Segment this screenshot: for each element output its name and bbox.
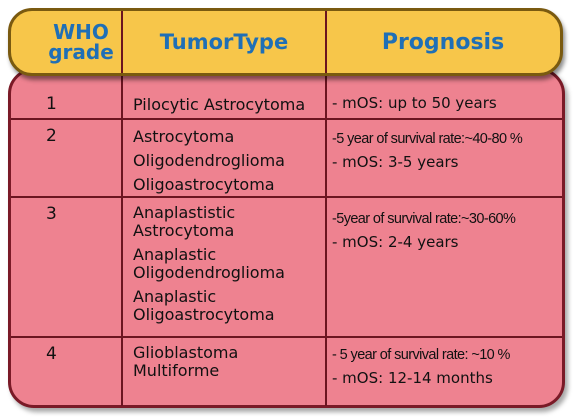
row3-type-1: Anaplastistic [133, 203, 236, 222]
row4-type-2: Multiforme [133, 361, 220, 380]
row-divider-1 [11, 118, 562, 120]
row-divider-3 [11, 336, 562, 338]
row3-type-5: Anaplastic [133, 287, 217, 306]
row2-prognosis: -5 year of survival rate:~40-80 % - mOS:… [332, 128, 523, 174]
row3-prognosis-1: -5year of survival rate:~30-60% [332, 211, 516, 227]
row2-type-2: Oligodendroglioma [133, 151, 285, 170]
row2-grade: 2 [46, 126, 57, 146]
row4-grade: 4 [46, 344, 57, 364]
row2-type-1: Astrocytoma [133, 127, 235, 146]
header-divider-grade [121, 11, 123, 73]
row2-prognosis-1: -5 year of survival rate:~40-80 % [332, 131, 523, 147]
row1-grade: 1 [46, 94, 57, 114]
row2-prognosis-2: - mOS: 3-5 years [332, 153, 459, 171]
row2-tumor-type: Astrocytoma Oligodendroglioma Oligoastro… [133, 125, 285, 197]
row1-type-1: Pilocytic Astrocytoma [133, 95, 306, 114]
row3-prognosis: -5year of survival rate:~30-60% - mOS: 2… [332, 208, 516, 254]
row3-grade: 3 [46, 204, 57, 224]
row3-prognosis-2: - mOS: 2-4 years [332, 233, 459, 251]
header-who-grade: WHO grade [41, 11, 121, 73]
header-grade-label: grade [48, 40, 114, 64]
row4-prognosis-1: - 5 year of survival rate: ~10 % [332, 347, 510, 363]
table-header: WHO grade TumorType Prognosis [8, 8, 563, 76]
row1-prognosis-1: - mOS: up to 50 years [332, 94, 497, 112]
table-body-panel [8, 68, 565, 408]
row3-type-3: Anaplastic [133, 245, 217, 264]
row3-type-4: Oligodendroglioma [133, 263, 285, 282]
row1-prognosis: - mOS: up to 50 years [332, 92, 497, 115]
row4-prognosis-2: - mOS: 12-14 months [332, 369, 493, 387]
header-prognosis: Prognosis [327, 11, 559, 73]
row3-type-2: Astrocytoma [133, 221, 235, 240]
column-divider-prognosis [325, 74, 327, 406]
header-tumor-type-label: TumorType [159, 30, 289, 54]
header-prognosis-label: Prognosis [381, 29, 505, 55]
row3-type-6: Oligoastrocytoma [133, 305, 275, 324]
header-divider-prognosis [325, 11, 327, 73]
header-who-label: WHO [53, 20, 109, 44]
row4-type-1: Glioblastoma [133, 343, 239, 362]
row4-prognosis: - 5 year of survival rate: ~10 % - mOS: … [332, 344, 510, 390]
header-tumor-type: TumorType [123, 11, 325, 73]
row3-tumor-type: Anaplastistic Astrocytoma Anaplastic Oli… [133, 204, 285, 324]
row-divider-2 [11, 196, 562, 198]
row2-type-3: Oligoastrocytoma [133, 175, 275, 194]
row4-tumor-type: Glioblastoma Multiforme [133, 344, 238, 380]
row1-tumor-type: Pilocytic Astrocytoma [133, 96, 305, 114]
column-divider-grade [121, 74, 123, 406]
